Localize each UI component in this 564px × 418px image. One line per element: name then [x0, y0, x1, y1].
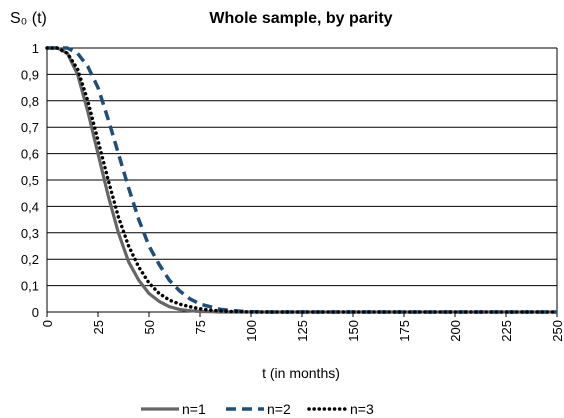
chart-title: Whole sample, by parity: [209, 10, 392, 27]
x-tick-label: 225: [499, 320, 514, 342]
legend-label-3: n=3: [350, 401, 374, 417]
legend-label-2: n=2: [267, 401, 291, 417]
x-tick-label: 75: [193, 320, 208, 334]
y-tick-label: 0,9: [21, 67, 39, 82]
x-tick-label: 200: [448, 320, 463, 342]
x-tick-label: 50: [142, 320, 157, 334]
x-tick-label: 25: [91, 320, 106, 334]
series-line-3: [45, 46, 559, 314]
x-tick-label: 0: [40, 320, 55, 327]
x-tick-label: 175: [397, 320, 412, 342]
gridlines: [46, 47, 558, 317]
x-tick-label: 125: [295, 320, 310, 342]
legend-label-1: n=1: [182, 401, 206, 417]
y-tick-label: 0,6: [21, 147, 39, 162]
y-tick-label: 0,4: [21, 199, 39, 214]
tick-labels: 0 0,1 0,2 0,3 0,4 0,5 0,6 0,7 0,8 0,9 1 0 25 50 75 100 1…: [21, 41, 564, 342]
x-tick-label: 250: [550, 320, 564, 342]
series-lines: [45, 46, 559, 314]
y-tick-label: 0,5: [21, 173, 39, 188]
y-axis-label: S₀ (t): [10, 10, 47, 27]
x-axis-label: t (in months): [262, 365, 340, 381]
y-tick-label: 1: [32, 41, 39, 56]
y-tick-label: 0,1: [21, 279, 39, 294]
y-tick-label: 0,3: [21, 226, 39, 241]
y-tick-label: 0: [32, 305, 39, 320]
y-tick-label: 0,2: [21, 252, 39, 267]
x-tick-label: 150: [346, 320, 361, 342]
x-tick-label: 100: [244, 320, 259, 342]
y-tick-label: 0,8: [21, 94, 39, 109]
legend: n=1 n=2 n=3: [141, 401, 374, 417]
y-tick-label: 0,7: [21, 120, 39, 135]
